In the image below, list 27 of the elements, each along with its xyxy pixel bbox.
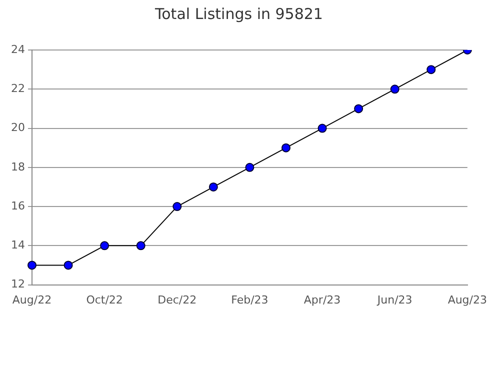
y-tick-label: 20 — [10, 121, 25, 134]
point — [27, 260, 36, 270]
point — [281, 143, 290, 152]
y-tick-label: 14 — [10, 238, 25, 252]
point — [318, 124, 327, 133]
point — [208, 182, 218, 192]
point — [426, 65, 436, 74]
x-tick-label: Feb/23 — [231, 293, 268, 306]
x-tick-label: Aug/22 — [12, 293, 52, 306]
point — [390, 84, 400, 94]
chart-title: Total Listings in 95821 — [154, 4, 323, 23]
y-tick-label: 18 — [10, 160, 25, 174]
point — [172, 202, 182, 212]
point — [100, 241, 110, 250]
point — [354, 104, 364, 114]
y-tick-label: 16 — [10, 199, 25, 212]
y-tick-label: 22 — [10, 82, 25, 95]
point — [136, 241, 146, 250]
x-tick-label: Apr/23 — [304, 293, 341, 306]
y-tick-label: 24 — [10, 42, 25, 56]
y-tick-label: 12 — [10, 278, 25, 291]
point — [64, 260, 73, 270]
x-tick-label: Jun/23 — [376, 293, 412, 306]
x-tick-label: Oct/22 — [86, 293, 123, 306]
x-tick-label: Aug/23 — [448, 293, 488, 306]
point — [245, 162, 254, 172]
x-tick-label: Dec/22 — [158, 293, 197, 306]
